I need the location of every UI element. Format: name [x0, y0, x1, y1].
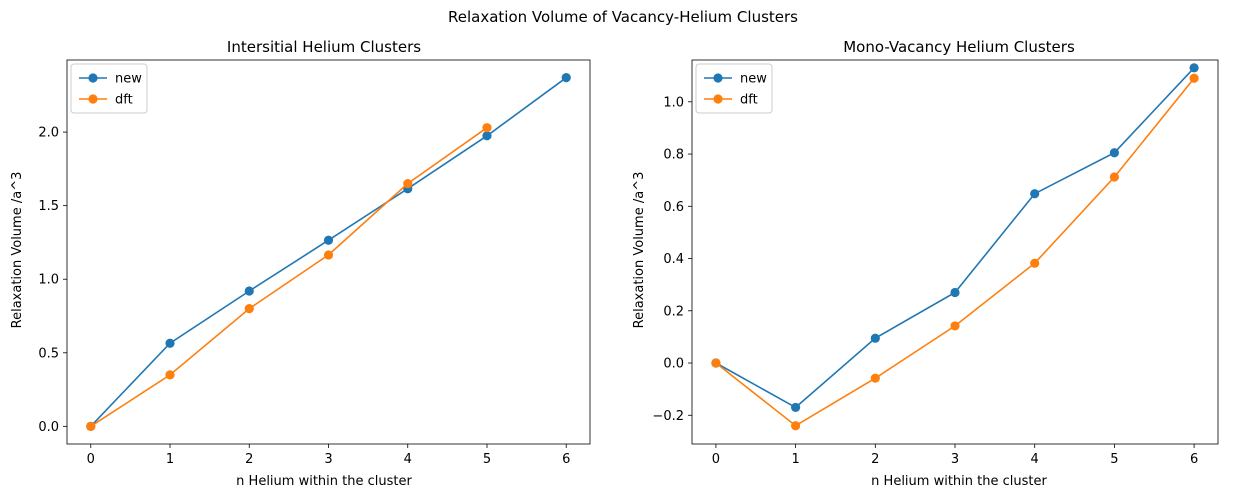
- data-point-dft: [950, 321, 960, 331]
- data-point-dft: [165, 370, 175, 380]
- data-point-dft: [1189, 73, 1199, 83]
- data-point-new: [561, 73, 571, 83]
- legend-marker-new: [88, 73, 98, 83]
- x-tick-label: 2: [871, 452, 879, 467]
- x-axis-label: n Helium within the cluster: [871, 474, 1047, 489]
- legend-label-dft: dft: [740, 93, 758, 108]
- legend-marker-dft: [713, 94, 723, 104]
- x-tick-label: 4: [1031, 452, 1039, 467]
- data-point-new: [950, 287, 960, 298]
- y-axis-label: Relaxation Volume /a^3: [10, 172, 25, 329]
- y-tick-label: 0.8: [663, 148, 684, 163]
- x-tick-label: 0: [712, 452, 720, 467]
- data-point-new: [323, 235, 334, 245]
- y-tick-label: 0.5: [38, 346, 59, 361]
- x-tick-label: 4: [404, 452, 412, 467]
- chart-panel-mono-vacancy: Mono-Vacancy Helium Clusters n Helium wi…: [632, 38, 1219, 489]
- figure-suptitle: Relaxation Volume of Vacancy-Helium Clus…: [448, 8, 798, 26]
- data-point-dft: [86, 421, 96, 431]
- legend-marker-new: [713, 73, 723, 83]
- x-tick-label: 1: [791, 452, 799, 467]
- series-line-dft: [90, 127, 488, 427]
- y-tick-label: 2.0: [38, 126, 59, 141]
- series-line-new: [715, 67, 1195, 409]
- x-tick-label: 0: [87, 452, 95, 467]
- y-axis-label: Relaxation Volume /a^3: [632, 172, 647, 329]
- data-point-dft: [482, 123, 492, 133]
- y-tick-label: 0.6: [663, 200, 684, 215]
- y-tick-label: 1.0: [663, 95, 684, 110]
- data-point-dft: [791, 421, 801, 431]
- data-point-dft: [403, 178, 413, 189]
- data-point-dft: [870, 373, 880, 383]
- data-point-new: [244, 286, 254, 296]
- data-point-new: [870, 333, 880, 343]
- legend-marker-dft: [88, 94, 98, 104]
- series-line-dft: [715, 77, 1195, 427]
- data-point-new: [482, 131, 492, 141]
- x-tick-label: 6: [1190, 452, 1198, 467]
- data-point-dft: [1109, 172, 1119, 182]
- y-tick-label: 0.2: [663, 304, 684, 319]
- x-tick-label: 1: [166, 452, 174, 467]
- legend-label-dft: dft: [115, 93, 133, 108]
- y-tick-label: 0.4: [663, 252, 684, 267]
- x-tick-label: 2: [245, 452, 253, 467]
- data-point-dft: [1030, 258, 1040, 268]
- x-tick-label: 6: [562, 452, 570, 467]
- y-tick-label: 0.0: [38, 420, 59, 435]
- y-tick-label: 1.5: [38, 199, 59, 214]
- x-axis-label: n Helium within the cluster: [236, 474, 412, 489]
- chart-title: Intersitial Helium Clusters: [227, 38, 421, 56]
- data-point-dft: [323, 250, 334, 260]
- chart-title: Mono-Vacancy Helium Clusters: [843, 38, 1075, 56]
- x-tick-label: 5: [1110, 452, 1118, 467]
- data-point-dft: [711, 358, 721, 368]
- y-tick-label: 0.0: [663, 357, 684, 372]
- data-point-dft: [244, 304, 254, 314]
- plot-frame: [691, 59, 1219, 445]
- data-point-new: [1030, 189, 1040, 199]
- y-tick-label: 1.0: [38, 273, 59, 288]
- data-point-new: [791, 402, 801, 413]
- x-tick-label: 3: [951, 452, 959, 467]
- x-tick-label: 5: [483, 452, 491, 467]
- data-point-new: [1109, 148, 1119, 158]
- chart-panel-interstitial: Intersitial Helium Clusters n Helium wit…: [10, 38, 591, 489]
- y-tick-label: −0.2: [652, 409, 684, 424]
- data-point-new: [165, 338, 175, 348]
- legend-label-new: new: [740, 72, 767, 87]
- legend-label-new: new: [115, 72, 142, 87]
- x-tick-label: 3: [324, 452, 332, 467]
- data-point-new: [1189, 63, 1199, 73]
